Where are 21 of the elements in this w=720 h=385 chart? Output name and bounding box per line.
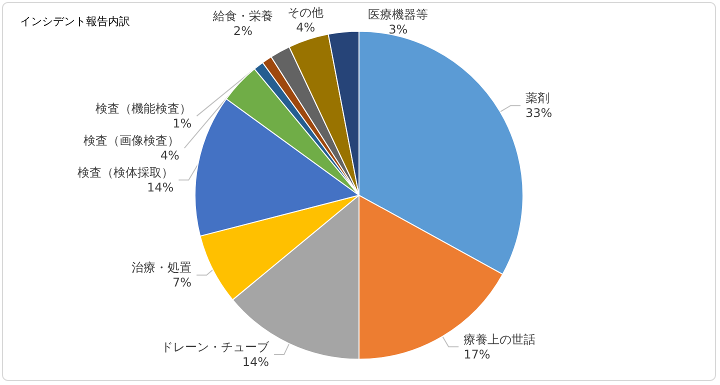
slice-label: 検査（画像検査）: [83, 134, 180, 148]
slice-label: 薬剤: [525, 91, 550, 106]
slice-label: 治療・処置: [132, 260, 192, 275]
data-label: 14%: [242, 355, 270, 370]
data-label: 2%: [233, 24, 252, 38]
slice-label: 検査（機能検査）: [96, 102, 192, 116]
data-label: 7%: [172, 276, 192, 290]
slice-label: ドレーン・チューブ: [161, 340, 270, 354]
data-label: 14%: [146, 180, 174, 195]
data-label: 4%: [296, 20, 316, 34]
data-label: 3%: [388, 22, 408, 36]
data-label: 17%: [464, 347, 490, 362]
slice-label: 医療機器等: [368, 7, 428, 22]
slice-label: 給食・栄養: [212, 9, 273, 24]
slice-label: その他: [288, 5, 324, 20]
text: インシデント報告内訳: [20, 15, 130, 28]
data-label: 4%: [160, 148, 180, 163]
slice-label: 検査（検体採取）: [78, 166, 174, 180]
data-label: 33%: [525, 106, 552, 120]
data-label: 1%: [172, 116, 192, 131]
slice-label: 療養上の世話: [464, 332, 536, 346]
